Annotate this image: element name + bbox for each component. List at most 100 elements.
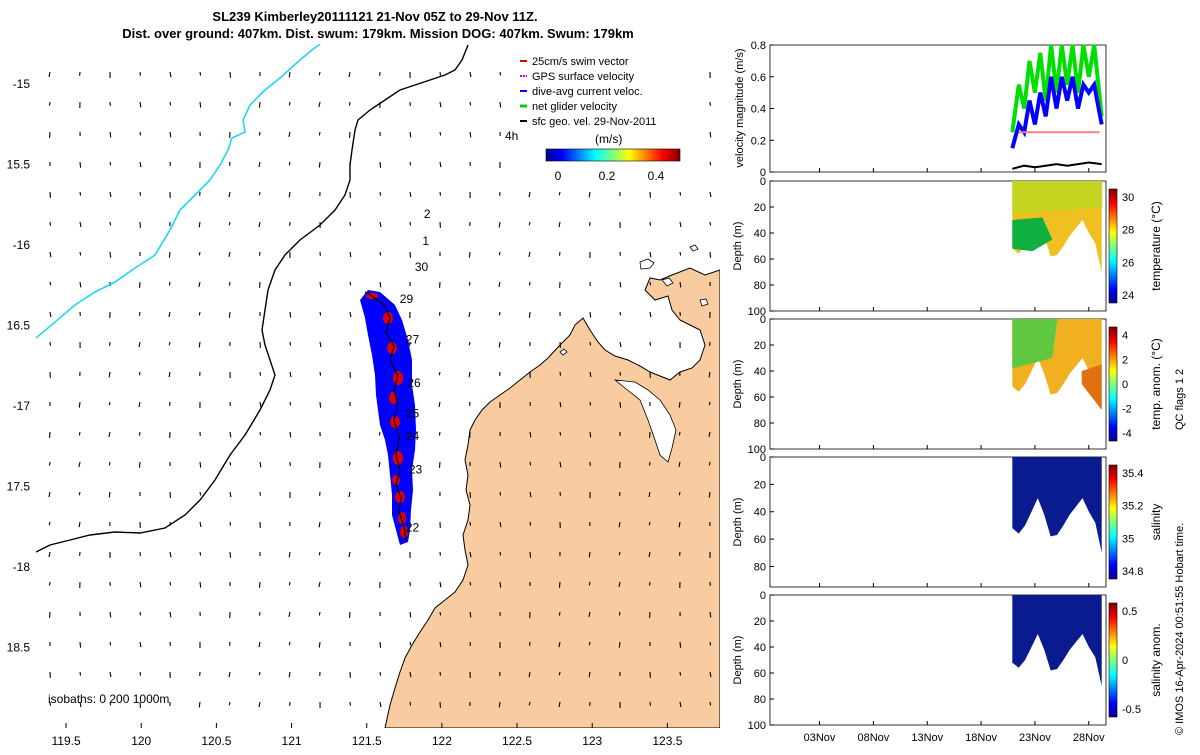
sfc-velocity-arrow (710, 612, 711, 617)
profile-ytick-label: 100 (748, 720, 766, 732)
sfc-velocity-arrow (500, 102, 501, 108)
sfc-velocity-arrow (110, 132, 111, 137)
sfc-velocity-arrow (289, 582, 290, 585)
sfc-velocity-arrow (110, 612, 111, 617)
sfc-velocity-arrow (440, 132, 441, 135)
colorbar-tick-label: -2 (1122, 404, 1132, 416)
sfc-velocity-arrow (109, 462, 110, 465)
sfc-velocity-arrow (320, 312, 321, 315)
sfc-velocity-arrow (680, 282, 681, 287)
sfc-velocity-arrow (709, 492, 710, 498)
time-tick-label: 18Nov (965, 732, 997, 744)
profile-ytick-label: 80 (754, 418, 766, 430)
sfc-velocity-arrow (319, 72, 320, 75)
day-label: 22 (406, 521, 420, 535)
profile-ytick-label: 80 (754, 280, 766, 292)
profile-ytick-label: 60 (754, 668, 766, 680)
colorbar-tick-label: -4 (1122, 428, 1132, 440)
map-xtick-label: 120 (131, 734, 151, 748)
profile-ytick-label: 20 (754, 479, 766, 491)
colorbar-tick-label: 0.5 (1122, 606, 1137, 618)
sfc-velocity-arrow (379, 432, 380, 435)
profile-ytick-label: 60 (754, 392, 766, 404)
sfc-velocity-arrow (410, 612, 411, 617)
sfc-velocity-arrow (590, 312, 591, 318)
sfc-velocity-arrow (200, 552, 201, 555)
sfc-velocity-arrow (680, 672, 681, 676)
sfc-velocity-arrow (499, 252, 500, 255)
sfc-velocity-arrow (529, 222, 530, 225)
sfc-velocity-arrow (710, 162, 711, 165)
footer-credit: © IMOS 16-Apr-2024 00:51:55 Hobart time. (1174, 523, 1186, 735)
profile-ylabel: Depth (m) (732, 360, 744, 409)
sfc-velocity-arrow (80, 162, 81, 168)
sfc-velocity-arrow (620, 402, 621, 408)
map-xtick-label: 122 (432, 734, 452, 748)
sfc-velocity-arrow (289, 552, 290, 557)
sfc-velocity-arrow (229, 312, 230, 318)
sfc-velocity-arrow (410, 222, 411, 226)
colorbar-tick-label: 24 (1122, 290, 1134, 302)
sfc-velocity-arrow (500, 72, 501, 75)
colorbar-tick-label: 35.4 (1122, 468, 1143, 480)
sfc-velocity-arrow (590, 432, 591, 437)
sfc-velocity-arrow (560, 372, 561, 376)
map-title-line2: Dist. over ground: 407km. Dist. swum: 17… (122, 26, 634, 41)
sfc-velocity-arrow (530, 522, 531, 526)
sfc-velocity-arrow (439, 432, 440, 436)
velocity-ytick-label: 0.6 (751, 72, 766, 84)
profile-ytick-label: 0 (760, 452, 766, 464)
sfc-velocity-arrow (230, 552, 231, 558)
map-title-line1: SL239 Kimberley20111121 21-Nov 05Z to 29… (212, 9, 537, 24)
colorbar-title: salinity (1149, 504, 1163, 541)
sfc-velocity-arrow (529, 282, 530, 286)
colorbar-gradient (1109, 603, 1117, 717)
sfc-velocity-arrow (469, 282, 470, 285)
sfc-velocity-arrow (680, 252, 681, 255)
legend-4h: 4h (505, 129, 518, 143)
sfc-velocity-arrow (49, 522, 50, 525)
sfc-velocity-arrow (439, 462, 440, 468)
time-tick-label: 13Nov (911, 732, 943, 744)
velocity-ytick-label: 0.2 (751, 135, 766, 147)
sfc-velocity-arrow (80, 192, 81, 196)
sfc-velocity-arrow (380, 672, 381, 676)
profile-ytick-label: 20 (754, 616, 766, 628)
map-xtick-label: 123.5 (652, 734, 682, 748)
sfc-velocity-arrow (559, 582, 560, 588)
velocity-ytick-label: 0.8 (751, 40, 766, 52)
sfc-velocity-arrow (110, 642, 111, 645)
sfc-velocity-arrow (229, 222, 230, 225)
sfc-velocity-arrow (710, 252, 711, 258)
colorbar-gradient (1109, 327, 1117, 441)
sfc-velocity-arrow (289, 102, 290, 105)
map-panel: SL239 Kimberley20111121 21-Nov 05Z to 29… (7, 9, 720, 748)
sfc-velocity-arrow (260, 372, 261, 376)
sfc-velocity-arrow (200, 72, 201, 75)
colorbar-tick-label: 2 (1122, 355, 1128, 367)
colorbar-tick-label: 0 (1122, 655, 1128, 667)
sfc-velocity-arrow (619, 552, 620, 555)
sfc-velocity-arrow (169, 342, 170, 345)
profile-ylabel: Depth (m) (732, 636, 744, 685)
sfc-velocity-arrow (410, 642, 411, 645)
sfc-velocity-arrow (110, 222, 111, 226)
sfc-velocity-arrow (80, 672, 81, 676)
sfc-velocity-arrow (140, 612, 141, 615)
profile-ytick-label: 40 (754, 642, 766, 654)
sfc-velocity-arrow (559, 612, 560, 616)
sfc-velocity-arrow (349, 522, 350, 525)
day-label: 27 (406, 332, 420, 346)
sfc-velocity-arrow (710, 702, 711, 706)
sfc-velocity-arrow (529, 312, 530, 318)
sfc-velocity-arrow (529, 702, 530, 705)
colorbar-gradient (1109, 465, 1117, 579)
map-ytick-label: -18 (13, 560, 31, 574)
sfc-velocity-arrow (619, 612, 620, 615)
sfc-velocity-arrow (259, 612, 260, 616)
